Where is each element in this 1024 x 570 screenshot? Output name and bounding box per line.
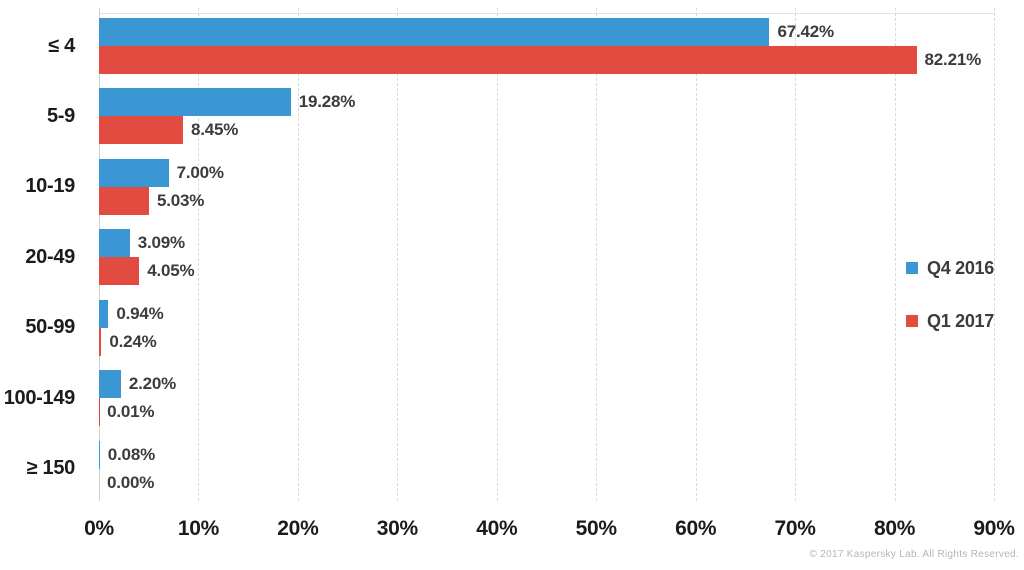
bar-group: ≤ 4 67.42% 82.21% — [48, 8, 994, 78]
value-label: 82.21% — [924, 50, 982, 69]
bar-group: ≥ 150 0.08% 0.00% — [27, 431, 994, 501]
bar-q4-2016 — [99, 88, 291, 117]
x-tick-label: 30% — [376, 517, 418, 540]
bar-q1-2017 — [99, 46, 917, 74]
bar-q4-2016 — [99, 299, 109, 328]
legend: Q4 2016 Q1 2017 — [906, 258, 994, 364]
bar-q1-2017 — [99, 257, 140, 286]
bar-group: 20-49 3.09% 4.05% — [25, 219, 994, 289]
x-tick-label: 80% — [873, 517, 916, 540]
legend-swatch — [906, 315, 918, 327]
bar-q1-2017 — [99, 186, 150, 215]
value-label: 67.42% — [777, 22, 834, 41]
value-label: 7.00% — [176, 162, 224, 182]
plot-top-border — [99, 13, 994, 14]
x-tick-label: 20% — [277, 517, 319, 540]
category-label: ≥ 150 — [26, 457, 76, 480]
value-label: 0.01% — [107, 402, 155, 422]
category-label: ≤ 4 — [48, 34, 75, 57]
category-label: 20-49 — [25, 245, 75, 268]
gridline — [596, 8, 598, 501]
value-label: 19.28% — [298, 92, 356, 112]
value-label: 0.00% — [107, 472, 155, 492]
gridline — [894, 8, 896, 501]
bar-q1-2017 — [99, 116, 184, 145]
category-label: 10-19 — [25, 175, 75, 198]
bar-group: 5-9 19.28% 8.45% — [47, 78, 994, 148]
value-label: 0.08% — [107, 444, 155, 464]
x-tick-label: 50% — [575, 517, 617, 540]
bar-group: 10-19 7.00% 5.03% — [25, 149, 994, 219]
legend-label: Q4 2016 — [927, 257, 994, 278]
value-label: 8.45% — [191, 120, 239, 140]
category-label: 5-9 — [46, 104, 75, 127]
x-tick-label: 0% — [84, 517, 114, 540]
gridline — [198, 8, 200, 501]
category-label: 50-99 — [25, 316, 75, 339]
value-label: 4.05% — [147, 261, 195, 281]
bar-group: 50-99 0.94% 0.24% — [25, 290, 994, 360]
x-tick-label: 10% — [177, 517, 220, 540]
gridline — [795, 8, 797, 501]
plot-area: ≤ 4 67.42% 82.21% 5-9 19.28% 8.45% 10-19 7.00% 5… — [4, 8, 995, 501]
gridline — [397, 8, 399, 501]
value-label: 2.20% — [128, 374, 177, 394]
value-label: 0.94% — [116, 303, 164, 323]
copyright-text: © 2017 Kaspersky Lab. All Rights Reserve… — [809, 549, 1019, 560]
value-label: 0.24% — [109, 331, 157, 351]
bar-q4-2016 — [99, 229, 130, 258]
gridline — [496, 8, 498, 501]
legend-label: Q1 2017 — [927, 310, 994, 331]
bar-q4-2016 — [99, 440, 100, 469]
gridline — [297, 8, 299, 501]
bar-q1-2017 — [99, 327, 102, 356]
bar-q4-2016 — [99, 158, 169, 187]
x-tick-label: 60% — [675, 517, 717, 540]
x-tick-label: 40% — [476, 517, 518, 540]
bar-q4-2016 — [99, 370, 121, 399]
legend-item-q4-2016: Q4 2016 — [906, 258, 994, 278]
value-label: 3.09% — [137, 233, 185, 253]
gridline — [994, 8, 995, 501]
bar-group: 100-149 2.20% 0.01% — [4, 360, 994, 430]
x-axis: 0% 10% 20% 30% 40% 50% 60% 70% 80% 90% — [84, 516, 1015, 546]
legend-item-q1-2017: Q1 2017 — [906, 311, 994, 331]
gridline — [695, 8, 697, 501]
category-label: 100-149 — [3, 386, 76, 409]
value-label: 5.03% — [157, 190, 205, 210]
legend-swatch — [906, 262, 918, 274]
x-tick-label: 70% — [774, 517, 816, 540]
bar-q4-2016 — [99, 18, 770, 46]
x-tick-label: 90% — [973, 517, 1015, 540]
